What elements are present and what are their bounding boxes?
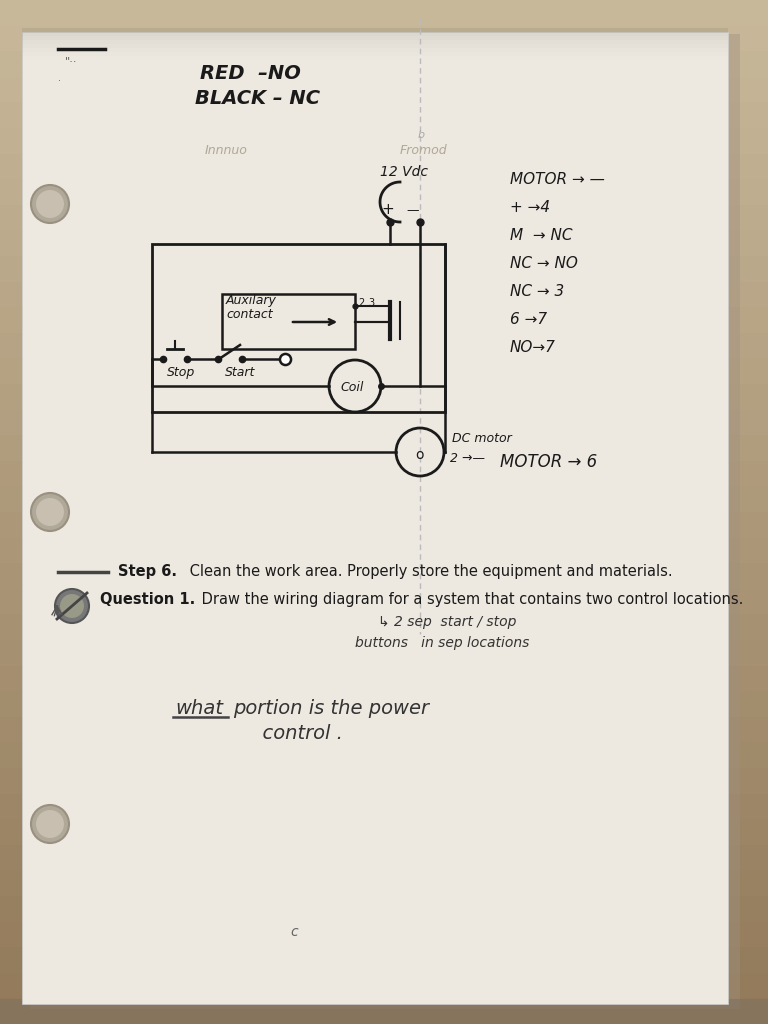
Text: —: — — [406, 204, 419, 217]
Circle shape — [36, 190, 64, 218]
Text: Coil: Coil — [340, 381, 363, 394]
Bar — [0, 282, 768, 307]
Bar — [0, 128, 768, 154]
Bar — [22, 28, 728, 48]
Text: 2: 2 — [358, 298, 364, 308]
Text: what: what — [175, 699, 223, 718]
Text: Start: Start — [225, 366, 256, 379]
Bar — [0, 486, 768, 512]
Text: Fromod: Fromod — [400, 144, 448, 157]
Bar — [0, 51, 768, 77]
Text: NO→7: NO→7 — [510, 340, 556, 355]
Text: NC → 3: NC → 3 — [510, 284, 564, 299]
Bar — [0, 410, 768, 435]
Bar — [0, 77, 768, 102]
Text: M  → NC: M → NC — [510, 228, 572, 243]
Text: MOTOR → 6: MOTOR → 6 — [500, 453, 598, 471]
Bar — [0, 717, 768, 742]
Bar — [22, 28, 728, 56]
Bar — [22, 28, 728, 44]
Bar — [0, 256, 768, 282]
Text: Auxilary: Auxilary — [226, 294, 277, 307]
Text: + →4: + →4 — [510, 200, 550, 215]
Bar — [0, 230, 768, 256]
Bar — [0, 461, 768, 486]
Circle shape — [31, 185, 69, 223]
Text: 6 →7: 6 →7 — [510, 312, 547, 327]
Text: ↳ 2 sep  start / stop: ↳ 2 sep start / stop — [378, 615, 516, 629]
Bar — [0, 538, 768, 563]
Bar — [0, 999, 768, 1024]
Bar — [0, 640, 768, 666]
Text: Question 1.: Question 1. — [100, 592, 195, 607]
Bar — [0, 102, 768, 128]
Text: BLACK – NC: BLACK – NC — [195, 89, 320, 108]
Bar — [0, 947, 768, 973]
Text: DC motor: DC motor — [452, 432, 511, 445]
Bar — [0, 998, 768, 1024]
Bar — [0, 819, 768, 845]
Bar — [0, 691, 768, 717]
Bar — [22, 28, 728, 36]
Bar — [22, 28, 728, 32]
Bar — [0, 922, 768, 947]
Bar — [0, 205, 768, 230]
Text: c: c — [290, 925, 298, 939]
Bar — [0, 333, 768, 358]
Text: b: b — [418, 130, 425, 140]
Bar — [0, 614, 768, 640]
Bar — [152, 244, 445, 412]
Bar — [0, 435, 768, 461]
Text: MOTOR → —: MOTOR → — — [510, 172, 605, 187]
Text: 12 Vdc: 12 Vdc — [380, 165, 428, 179]
Text: 3: 3 — [368, 298, 374, 308]
Text: portion is the power: portion is the power — [233, 699, 429, 718]
Text: contact: contact — [226, 308, 273, 321]
Text: Stop: Stop — [167, 366, 195, 379]
Text: buttons   in sep locations: buttons in sep locations — [355, 636, 529, 650]
Bar — [0, 512, 768, 538]
Bar — [0, 154, 768, 179]
Bar — [0, 666, 768, 691]
Bar — [0, 358, 768, 384]
Bar — [22, 28, 728, 52]
Circle shape — [31, 805, 69, 843]
Text: "··: "·· — [65, 56, 78, 66]
Bar — [0, 26, 768, 51]
Bar — [22, 28, 728, 60]
Circle shape — [36, 498, 64, 526]
Bar — [0, 870, 768, 896]
Text: Clean the work area. Properly store the equipment and materials.: Clean the work area. Properly store the … — [185, 564, 673, 579]
Bar — [0, 742, 768, 768]
Bar — [0, 845, 768, 870]
Circle shape — [55, 589, 89, 623]
Bar — [0, 794, 768, 819]
Bar — [22, 28, 728, 40]
Bar — [0, 384, 768, 410]
Text: 2 →—: 2 →— — [450, 452, 485, 465]
Bar — [0, 973, 768, 998]
Circle shape — [60, 594, 84, 618]
Circle shape — [31, 493, 69, 531]
Text: Draw the wiring diagram for a system that contains two control locations.: Draw the wiring diagram for a system tha… — [197, 592, 743, 607]
Bar — [0, 0, 768, 26]
Text: o: o — [415, 449, 423, 462]
Bar — [0, 896, 768, 922]
Text: Innnuo: Innnuo — [205, 144, 248, 157]
Text: NC → NO: NC → NO — [510, 256, 578, 271]
Bar — [0, 768, 768, 794]
Text: +: + — [381, 202, 394, 217]
Text: Step 6.: Step 6. — [118, 564, 177, 579]
Bar — [222, 294, 355, 349]
Bar — [0, 563, 768, 589]
Text: ·: · — [58, 76, 61, 86]
Bar — [0, 179, 768, 205]
Bar — [0, 307, 768, 333]
Bar — [0, 589, 768, 614]
Text: RED  –NO: RED –NO — [200, 63, 301, 83]
Circle shape — [36, 810, 64, 838]
Text: control .: control . — [175, 724, 343, 743]
